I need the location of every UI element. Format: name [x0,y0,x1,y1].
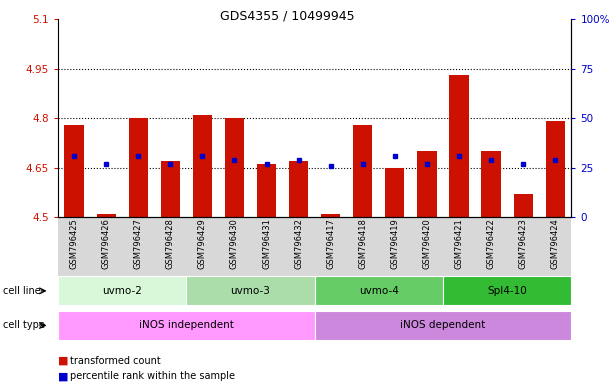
Bar [289,161,309,217]
Bar [514,194,533,217]
Text: cell line: cell line [3,286,41,296]
Bar [129,118,148,217]
Bar [257,164,276,217]
Bar [481,151,501,217]
Text: uvmo-2: uvmo-2 [102,286,142,296]
Bar [546,121,565,217]
Bar [386,167,404,217]
Text: uvmo-3: uvmo-3 [230,286,271,296]
Text: iNOS independent: iNOS independent [139,320,234,331]
Bar [65,125,84,217]
Bar [97,214,116,217]
Text: GDS4355 / 10499945: GDS4355 / 10499945 [220,10,354,23]
Bar [321,214,340,217]
Text: cell type: cell type [3,320,45,331]
Text: iNOS dependent: iNOS dependent [400,320,486,331]
Bar [193,115,212,217]
Text: percentile rank within the sample: percentile rank within the sample [70,371,235,381]
Text: transformed count: transformed count [70,356,161,366]
Text: ■: ■ [58,371,68,381]
Bar [161,161,180,217]
Bar [417,151,436,217]
Text: uvmo-4: uvmo-4 [359,286,399,296]
Bar [353,125,373,217]
Bar [225,118,244,217]
Text: ■: ■ [58,356,68,366]
Bar [450,75,469,217]
Text: Spl4-10: Spl4-10 [487,286,527,296]
